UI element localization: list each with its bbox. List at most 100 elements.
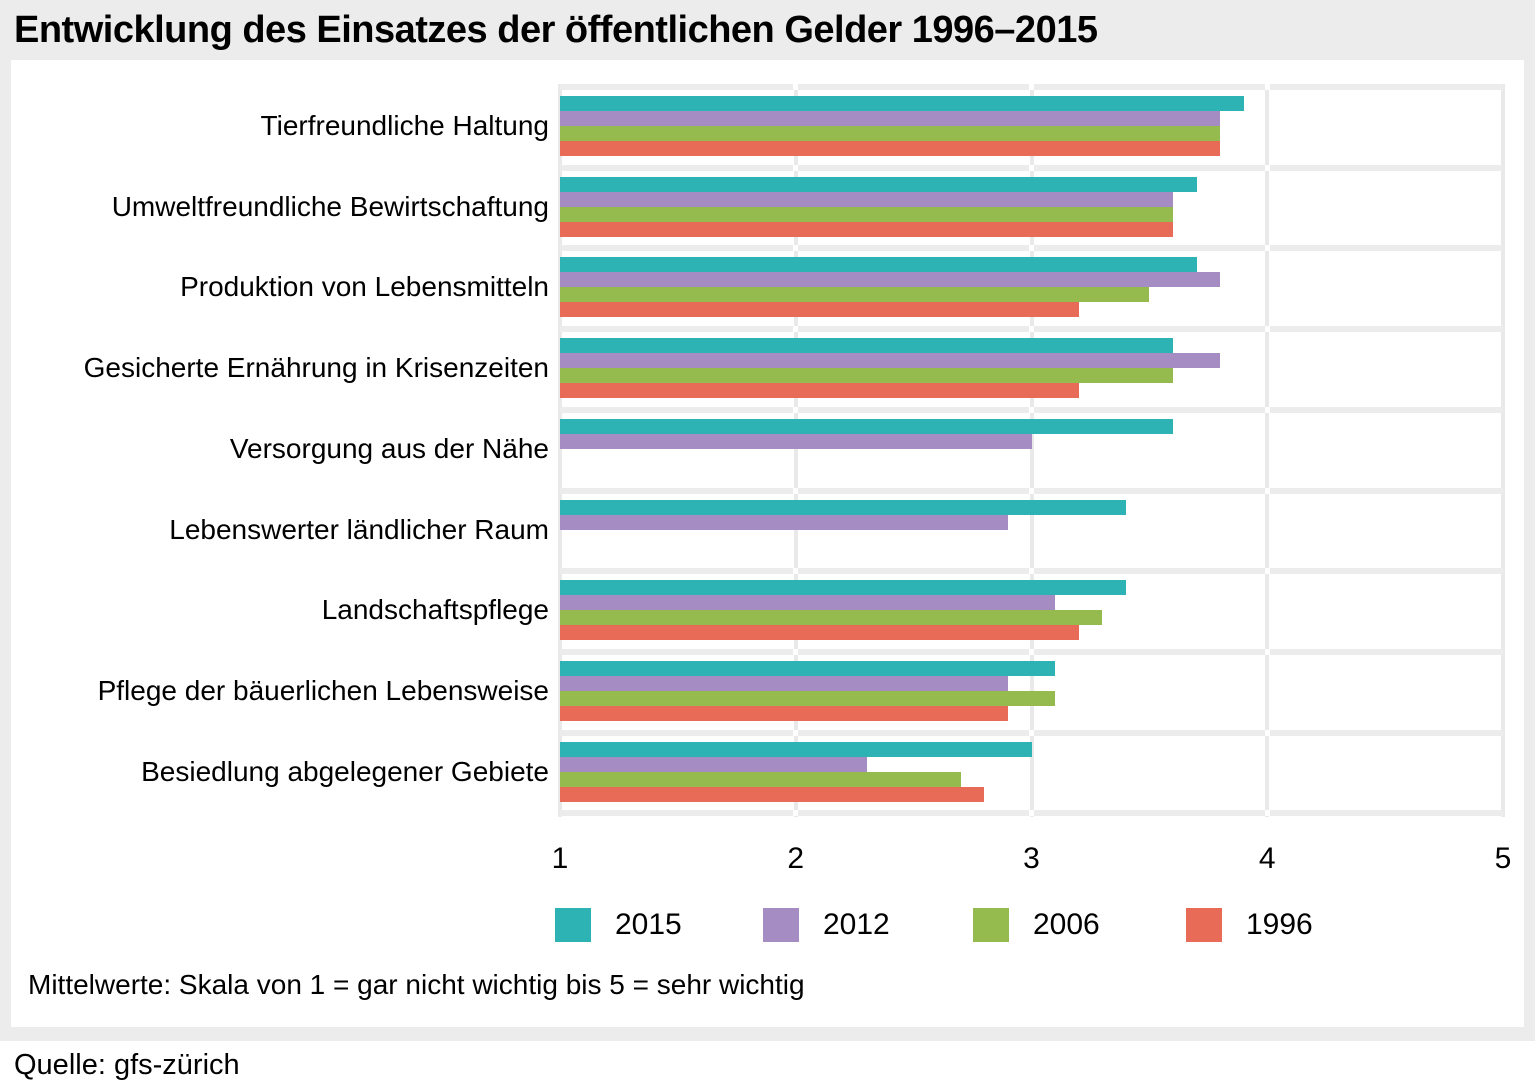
legend: 2015 2012 2006 1996: [11, 906, 1524, 944]
row-separator: [560, 164, 1503, 171]
plot-area: [558, 84, 1505, 817]
bar-2012[interactable]: [560, 191, 1173, 207]
separator-notch: [793, 729, 799, 736]
bar-1996[interactable]: [560, 221, 1173, 237]
separator-notch: [1029, 326, 1034, 333]
grid-line: [1029, 84, 1034, 817]
separator-notch: [793, 326, 799, 333]
bar-2012[interactable]: [560, 595, 1056, 611]
row-separator: [560, 245, 1503, 252]
bar-2015[interactable]: [560, 96, 1244, 111]
separator-notch: [793, 406, 799, 413]
row-separator: [560, 648, 1503, 655]
bar-2006[interactable]: [560, 206, 1173, 222]
category-label: Tierfreundliche Haltung: [260, 110, 549, 141]
separator-notch: [793, 648, 799, 655]
separator-notch: [1029, 729, 1034, 736]
grid-line: [793, 84, 798, 817]
bar-2012[interactable]: [560, 514, 1008, 530]
bar-2015[interactable]: [560, 660, 1056, 676]
bar-2006[interactable]: [560, 610, 1103, 626]
bar-2012[interactable]: [560, 756, 867, 772]
source: Quelle: gfs-zürich: [14, 1048, 240, 1082]
category-label: Pflege der bäuerlichen Lebensweise: [97, 674, 549, 706]
separator-notch: [793, 487, 799, 494]
row-separator: [560, 729, 1503, 736]
bar-1996[interactable]: [560, 302, 1079, 318]
chart-title: Entwicklung des Einsatzes der öffentlich…: [14, 9, 1098, 51]
separator-notch: [1264, 810, 1270, 817]
separator-notch: [1029, 648, 1034, 655]
category-label: Produktion von Lebensmitteln: [180, 271, 549, 303]
bar-2006[interactable]: [560, 690, 1056, 706]
row-separator: [560, 568, 1503, 575]
bar-2006[interactable]: [560, 287, 1150, 303]
legend-swatch: [555, 908, 591, 942]
category-label: Besiedlung abgelegener Gebiete: [141, 755, 549, 787]
x-tick-label: 5: [1494, 842, 1512, 875]
legend-label: 2006: [1033, 908, 1100, 941]
category-label: Umweltfreundliche Bewirtschaftung: [111, 190, 549, 222]
separator-notch: [1264, 245, 1270, 252]
separator-notch: [1029, 245, 1034, 252]
category-label: Landschaftspflege: [321, 594, 549, 626]
separator-notch: [1264, 648, 1270, 655]
category-label: Gesicherte Ernährung in Krisenzeiten: [83, 352, 549, 384]
bar-2015[interactable]: [560, 257, 1197, 273]
bar-2015[interactable]: [560, 741, 1032, 757]
separator-notch: [1264, 164, 1270, 171]
legend-swatch: [1186, 908, 1222, 942]
bar-1996[interactable]: [560, 705, 1008, 721]
row-separator: [560, 406, 1503, 413]
x-tick-label: 2: [787, 842, 805, 875]
separator-notch: [1264, 729, 1270, 736]
bar-2012[interactable]: [560, 353, 1221, 369]
row-separator: [560, 84, 1503, 90]
separator-notch: [1264, 326, 1270, 333]
category-label: Versorgung aus der Nähe: [229, 432, 549, 464]
legend-label: 2015: [615, 908, 682, 941]
legend-item-1996[interactable]: 1996: [1186, 906, 1313, 944]
row-separator: [560, 326, 1503, 333]
bar-2012[interactable]: [560, 272, 1221, 288]
legend-label: 2012: [823, 908, 890, 941]
bar-2015[interactable]: [560, 338, 1173, 354]
bar-2012[interactable]: [560, 433, 1032, 449]
bar-1996[interactable]: [560, 383, 1079, 399]
separator-notch: [1264, 84, 1270, 90]
grid-line: [558, 84, 562, 817]
bar-2015[interactable]: [560, 418, 1173, 434]
legend-item-2006[interactable]: 2006: [973, 906, 1100, 944]
legend-item-2012[interactable]: 2012: [763, 906, 890, 944]
separator-notch: [793, 810, 799, 817]
bar-2012[interactable]: [560, 675, 1008, 691]
bar-2015[interactable]: [560, 580, 1126, 596]
separator-notch: [1264, 406, 1270, 413]
row-separator: [560, 810, 1503, 817]
separator-notch: [1264, 568, 1270, 575]
bar-2015[interactable]: [560, 499, 1126, 515]
legend-item-2015[interactable]: 2015: [555, 906, 682, 944]
separator-notch: [1029, 487, 1034, 494]
bar-2015[interactable]: [560, 176, 1197, 192]
x-tick-label: 1: [551, 842, 569, 875]
legend-label: 1996: [1246, 908, 1313, 941]
x-tick-label: 3: [1023, 842, 1040, 875]
separator-notch: [793, 568, 799, 575]
bar-2006[interactable]: [560, 126, 1221, 141]
bar-2012[interactable]: [560, 111, 1221, 126]
bar-2006[interactable]: [560, 368, 1173, 384]
bar-1996[interactable]: [560, 625, 1079, 641]
bar-1996[interactable]: [560, 786, 985, 802]
row-separator: [560, 487, 1503, 494]
separator-notch: [1029, 406, 1034, 413]
bar-1996[interactable]: [560, 141, 1221, 156]
separator-notch: [1029, 84, 1034, 90]
x-tick-label: 4: [1258, 842, 1276, 875]
category-label: Lebenswerter ländlicher Raum: [169, 513, 549, 545]
bar-2006[interactable]: [560, 771, 961, 787]
separator-notch: [1029, 568, 1034, 575]
separator-notch: [793, 245, 799, 252]
grid-line: [1265, 84, 1270, 817]
